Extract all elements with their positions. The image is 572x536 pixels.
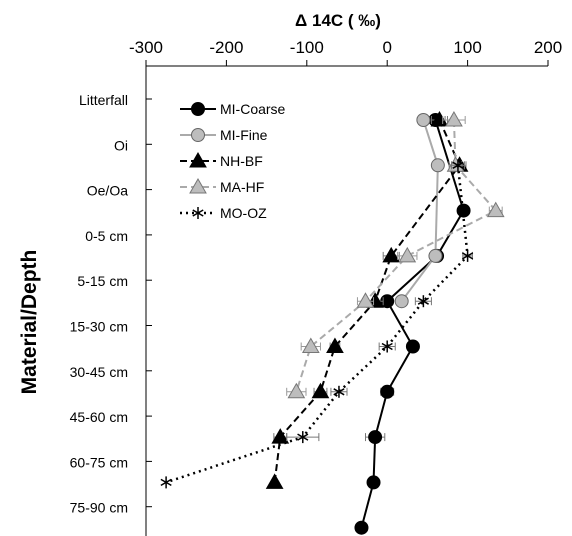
data-point (417, 295, 429, 308)
y-category-label: Litterfall (79, 92, 128, 108)
legend-label: MI-Fine (220, 127, 268, 143)
x-tick-label: -100 (290, 38, 324, 57)
data-point (445, 110, 463, 127)
data-point (380, 384, 395, 399)
data-point (416, 113, 431, 127)
series-mo-oz (160, 159, 474, 489)
legend-item: MI-Fine (180, 127, 268, 143)
legend-label: NH-BF (220, 153, 263, 169)
data-point (428, 248, 443, 263)
legend-marker (189, 177, 207, 194)
data-point (356, 292, 375, 308)
data-point (430, 158, 445, 173)
legend-item: NH-BF (180, 151, 263, 169)
marker-stroke (417, 297, 429, 305)
y-category-label: 5-15 cm (77, 273, 128, 289)
x-tick-label: 200 (534, 38, 562, 57)
data-point (160, 476, 172, 489)
y-category-label: 15-30 cm (70, 319, 128, 335)
legend-label: MA-HF (220, 179, 264, 195)
marker-stroke (333, 388, 345, 396)
y-category-label: 75-90 cm (70, 500, 128, 516)
data-point (354, 520, 369, 535)
data-point (382, 246, 401, 263)
legend-label: MO-OZ (220, 205, 267, 221)
series-nh-bf (265, 110, 469, 489)
series-line (400, 119, 439, 302)
y-axis-label: Material/Depth (18, 250, 41, 395)
axes: -300 -200 -100 0 100 200 Litterfall Oi Oe/Oa 0-5 … (70, 38, 562, 536)
x-tick-label: -300 (129, 38, 163, 57)
data-point (430, 110, 449, 127)
chart-title: Δ 14C ( ‰) (295, 11, 381, 30)
y-category-label: 45-60 cm (70, 409, 128, 425)
legend-item: MO-OZ (180, 205, 267, 221)
data-point (301, 337, 320, 353)
series-mi-fine (394, 113, 445, 309)
data-point (394, 294, 409, 309)
marker-stroke (381, 342, 393, 351)
data-point (333, 385, 345, 398)
data-point (326, 337, 344, 353)
x-tick-label: 100 (453, 38, 481, 57)
legend-item: MI-Coarse (180, 101, 286, 117)
y-category-label: 0-5 cm (85, 228, 128, 244)
marker-stroke (462, 252, 474, 260)
marker-stroke (297, 433, 309, 441)
legend-marker (191, 128, 205, 142)
data-point (297, 431, 309, 444)
marker-stroke (452, 161, 464, 169)
legend-marker (192, 207, 204, 219)
x-tick-label: 0 (382, 38, 391, 57)
series-mi-coarse (354, 113, 471, 535)
y-category-label: 60-75 cm (70, 454, 128, 470)
data-point (368, 430, 383, 445)
series-layer (160, 110, 505, 535)
data-point (398, 246, 417, 263)
data-point (366, 475, 381, 490)
y-category-label: 30-45 cm (70, 364, 128, 380)
data-point (462, 249, 474, 262)
y-category-label: Oe/Oa (87, 183, 128, 199)
data-point (265, 473, 284, 489)
legend-label: MI-Coarse (220, 101, 286, 117)
x-tick-label: -200 (209, 38, 243, 57)
data-point (452, 159, 464, 172)
legend-marker (189, 151, 207, 168)
data-point (486, 201, 505, 218)
y-category-label: Oi (114, 137, 128, 153)
data-point (287, 382, 306, 399)
marker-stroke (160, 478, 172, 487)
legend-item: MA-HF (180, 177, 264, 195)
data-point (381, 340, 393, 353)
series-line (273, 119, 461, 483)
legend: MI-Coarse MI-Fine NH-BF MA-HF MO-OZ (180, 101, 286, 221)
data-point (405, 339, 420, 354)
data-point (271, 428, 290, 444)
data-point (456, 203, 471, 218)
legend-marker (191, 102, 205, 116)
marker-stroke (192, 209, 204, 217)
data-point (311, 382, 330, 399)
